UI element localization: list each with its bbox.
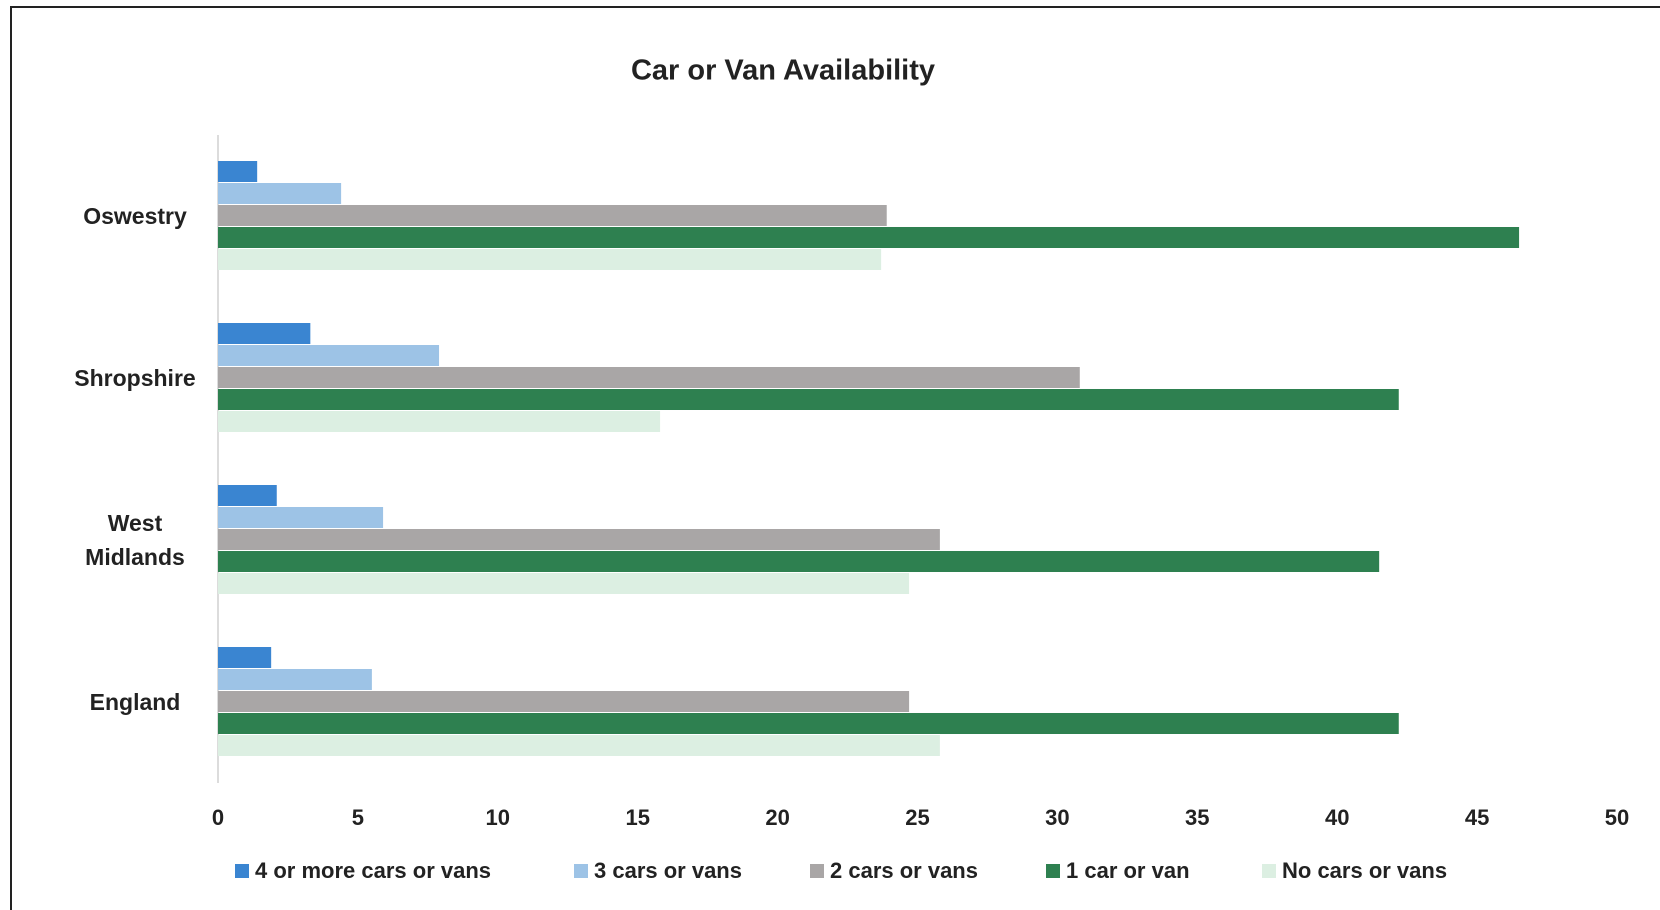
bar [218,345,440,366]
bar [218,529,940,550]
bar [218,367,1080,388]
bar [218,205,887,226]
x-tick-label: 0 [212,805,224,830]
y-tick-label: Oswestry [83,203,187,229]
bar [218,669,372,690]
x-tick-label: 25 [905,805,929,830]
bar [218,507,384,528]
legend-swatch [810,864,824,878]
legend-label: 2 cars or vans [830,858,978,883]
x-tick-label: 10 [486,805,510,830]
bar [218,573,910,594]
x-tick-label: 45 [1465,805,1489,830]
bar [218,227,1520,248]
bar [218,551,1380,572]
x-tick-label: 20 [765,805,789,830]
x-tick-label: 5 [352,805,364,830]
x-tick-label: 15 [625,805,649,830]
x-tick-label: 30 [1045,805,1069,830]
legend-swatch [1046,864,1060,878]
legend-swatch [235,864,249,878]
legend-label: No cars or vans [1282,858,1447,883]
legend-swatch [574,864,588,878]
x-tick-label: 35 [1185,805,1209,830]
frame [10,6,1660,910]
bar [218,389,1399,410]
bar [218,735,940,756]
legend-swatch [1262,864,1276,878]
bar [218,183,342,204]
legend-label: 3 cars or vans [594,858,742,883]
y-tick-label: England [89,689,181,715]
bar [218,249,882,270]
bar [218,485,277,506]
legend-label: 1 car or van [1066,858,1190,883]
bar [218,713,1399,734]
bar [218,691,910,712]
x-tick-label: 40 [1325,805,1349,830]
legend-label: 4 or more cars or vans [255,858,491,883]
bar [218,161,258,182]
bar [218,323,311,344]
y-tick-label: Shropshire [74,365,196,391]
bar [218,411,661,432]
chart-title: Car or Van Availability [631,55,935,87]
bar [218,647,272,668]
x-tick-label: 50 [1605,805,1629,830]
y-tick-label: West Midlands [85,510,185,570]
